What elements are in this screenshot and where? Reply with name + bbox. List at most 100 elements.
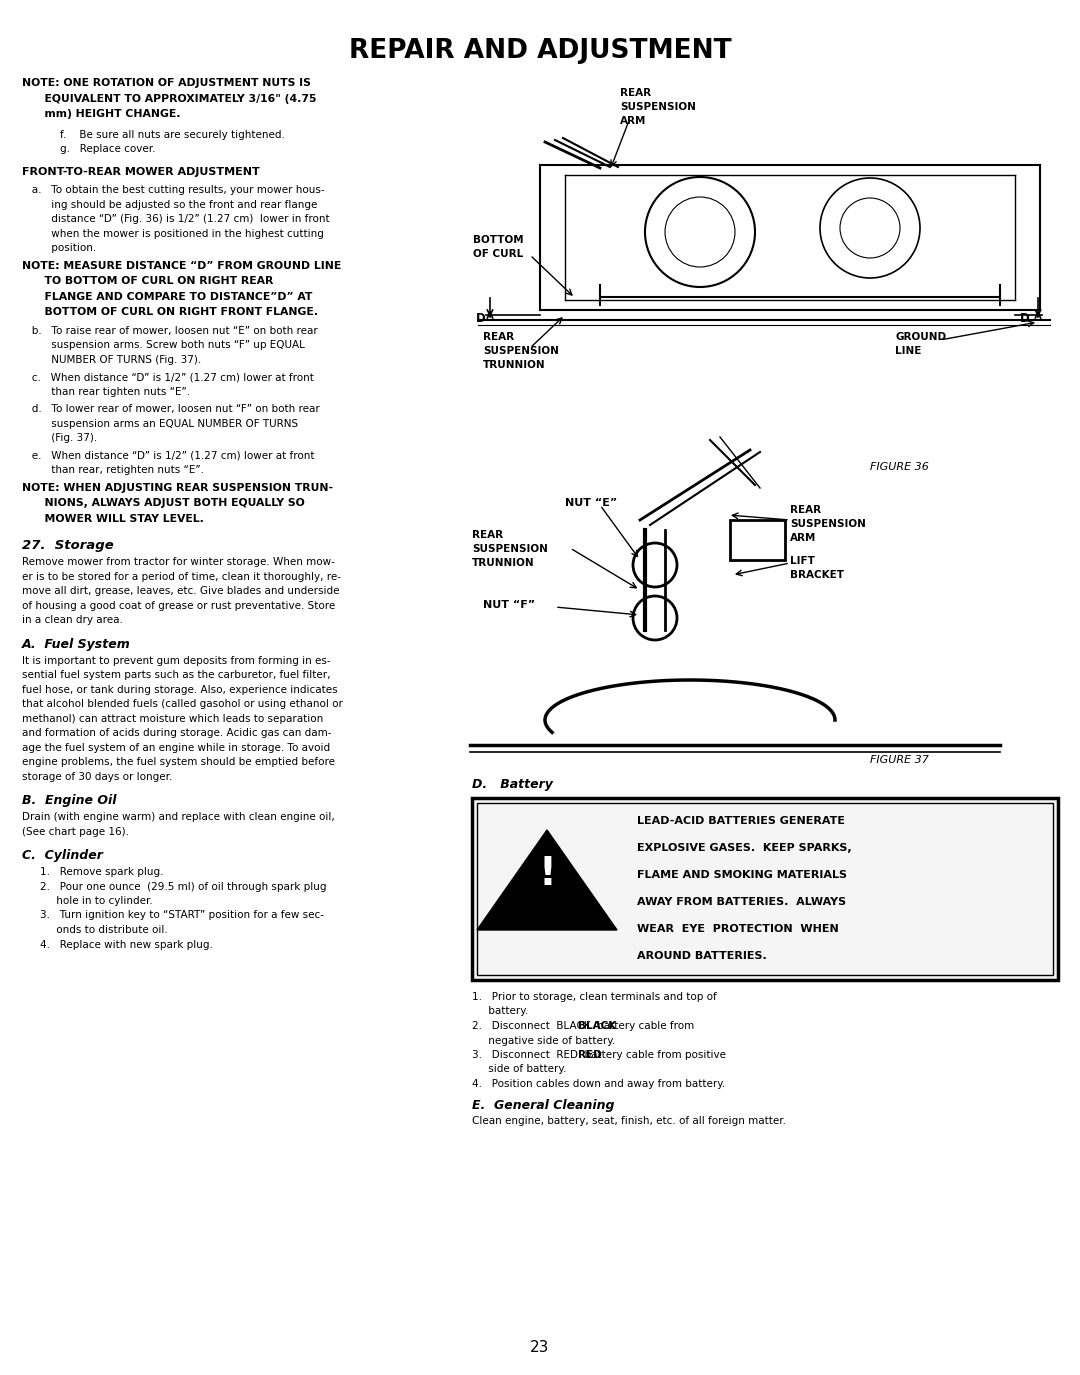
Text: NUMBER OF TURNS (Fig. 37).: NUMBER OF TURNS (Fig. 37). bbox=[22, 355, 201, 364]
Text: !: ! bbox=[538, 855, 556, 892]
Text: hole in to cylinder.: hole in to cylinder. bbox=[40, 896, 152, 906]
Text: onds to distribute oil.: onds to distribute oil. bbox=[40, 925, 167, 935]
Text: REAR: REAR bbox=[472, 529, 503, 540]
Text: methanol) can attract moisture which leads to separation: methanol) can attract moisture which lea… bbox=[22, 714, 323, 723]
Text: negative side of battery.: negative side of battery. bbox=[472, 1035, 616, 1045]
Text: g.   Replace cover.: g. Replace cover. bbox=[60, 144, 156, 154]
Text: NUT “E”: NUT “E” bbox=[565, 498, 618, 507]
Text: ARM: ARM bbox=[789, 534, 816, 543]
Text: mm) HEIGHT CHANGE.: mm) HEIGHT CHANGE. bbox=[22, 109, 180, 120]
Text: er is to be stored for a period of time, clean it thoroughly, re-: er is to be stored for a period of time,… bbox=[22, 572, 341, 582]
Text: c.   When distance “D” is 1/2” (1.27 cm) lower at front: c. When distance “D” is 1/2” (1.27 cm) l… bbox=[22, 373, 314, 382]
Bar bbox=[730, 520, 785, 560]
Text: RED: RED bbox=[578, 1050, 602, 1060]
Text: REAR: REAR bbox=[789, 505, 821, 516]
Text: FRONT-TO-REAR MOWER ADJUSTMENT: FRONT-TO-REAR MOWER ADJUSTMENT bbox=[22, 166, 260, 176]
Text: ARM: ARM bbox=[620, 116, 646, 126]
Text: ing should be adjusted so the front and rear flange: ing should be adjusted so the front and … bbox=[22, 199, 318, 209]
Text: d.   To lower rear of mower, loosen nut “F” on both rear: d. To lower rear of mower, loosen nut “F… bbox=[22, 404, 320, 414]
Text: (Fig. 37).: (Fig. 37). bbox=[22, 433, 97, 443]
Text: 2.   Pour one ounce  (29.5 ml) of oil through spark plug: 2. Pour one ounce (29.5 ml) of oil throu… bbox=[40, 881, 326, 891]
Text: sential fuel system parts such as the carburetor, fuel filter,: sential fuel system parts such as the ca… bbox=[22, 670, 330, 681]
Text: fuel hose, or tank during storage. Also, experience indicates: fuel hose, or tank during storage. Also,… bbox=[22, 685, 338, 694]
Text: REAR: REAR bbox=[620, 88, 651, 98]
Text: side of battery.: side of battery. bbox=[472, 1064, 566, 1074]
Text: NOTE: ONE ROTATION OF ADJUSTMENT NUTS IS: NOTE: ONE ROTATION OF ADJUSTMENT NUTS IS bbox=[22, 78, 311, 88]
Text: C.  Cylinder: C. Cylinder bbox=[22, 848, 103, 862]
Text: engine problems, the fuel system should be emptied before: engine problems, the fuel system should … bbox=[22, 758, 335, 767]
Text: b.   To raise rear of mower, loosen nut “E” on both rear: b. To raise rear of mower, loosen nut “E… bbox=[22, 326, 318, 336]
Text: NIONS, ALWAYS ADJUST BOTH EQUALLY SO: NIONS, ALWAYS ADJUST BOTH EQUALLY SO bbox=[22, 498, 305, 507]
Text: that alcohol blended fuels (called gasohol or using ethanol or: that alcohol blended fuels (called gasoh… bbox=[22, 698, 342, 710]
Text: FIGURE 36: FIGURE 36 bbox=[870, 462, 929, 472]
Text: E.  General Cleaning: E. General Cleaning bbox=[472, 1099, 615, 1111]
Text: than rear tighten nuts “E”.: than rear tighten nuts “E”. bbox=[22, 386, 190, 396]
Text: suspension arms an EQUAL NUMBER OF TURNS: suspension arms an EQUAL NUMBER OF TURNS bbox=[22, 418, 298, 429]
Text: D: D bbox=[476, 312, 486, 324]
Text: BRACKET: BRACKET bbox=[789, 571, 843, 580]
Text: BOTTOM OF CURL ON RIGHT FRONT FLANGE.: BOTTOM OF CURL ON RIGHT FRONT FLANGE. bbox=[22, 307, 318, 318]
Bar bbox=[477, 803, 1053, 975]
Text: age the fuel system of an engine while in storage. To avoid: age the fuel system of an engine while i… bbox=[22, 742, 330, 752]
Text: 1.   Remove spark plug.: 1. Remove spark plug. bbox=[40, 868, 163, 877]
Text: 4.   Replace with new spark plug.: 4. Replace with new spark plug. bbox=[40, 939, 213, 950]
Text: suspension arms. Screw both nuts “F” up EQUAL: suspension arms. Screw both nuts “F” up … bbox=[22, 340, 305, 351]
Text: AWAY FROM BATTERIES.  ALWAYS: AWAY FROM BATTERIES. ALWAYS bbox=[637, 896, 846, 908]
Text: than rear, retighten nuts “E”.: than rear, retighten nuts “E”. bbox=[22, 465, 204, 474]
Text: NOTE: MEASURE DISTANCE “D” FROM GROUND LINE: NOTE: MEASURE DISTANCE “D” FROM GROUND L… bbox=[22, 260, 341, 271]
Text: SUSPENSION: SUSPENSION bbox=[620, 102, 696, 111]
Text: WEAR  EYE  PROTECTION  WHEN: WEAR EYE PROTECTION WHEN bbox=[637, 924, 839, 934]
Text: when the mower is positioned in the highest cutting: when the mower is positioned in the high… bbox=[22, 228, 324, 238]
Text: OF CURL: OF CURL bbox=[473, 249, 523, 258]
Text: position.: position. bbox=[22, 243, 96, 253]
Text: FLAME AND SMOKING MATERIALS: FLAME AND SMOKING MATERIALS bbox=[637, 870, 847, 880]
Text: D.   Battery: D. Battery bbox=[472, 778, 553, 791]
Polygon shape bbox=[477, 830, 617, 930]
Text: distance “D” (Fig. 36) is 1/2” (1.27 cm)  lower in front: distance “D” (Fig. 36) is 1/2” (1.27 cm)… bbox=[22, 214, 329, 224]
Text: REAR: REAR bbox=[483, 331, 514, 342]
Text: BLACK: BLACK bbox=[578, 1022, 617, 1031]
Text: 1.   Prior to storage, clean terminals and top of: 1. Prior to storage, clean terminals and… bbox=[472, 991, 717, 1002]
Text: BOTTOM: BOTTOM bbox=[473, 235, 524, 245]
Text: move all dirt, grease, leaves, etc. Give blades and underside: move all dirt, grease, leaves, etc. Give… bbox=[22, 586, 339, 595]
Text: Drain (with engine warm) and replace with clean engine oil,: Drain (with engine warm) and replace wit… bbox=[22, 813, 335, 822]
Text: Remove mower from tractor for winter storage. When mow-: Remove mower from tractor for winter sto… bbox=[22, 557, 335, 566]
Text: NOTE: WHEN ADJUSTING REAR SUSPENSION TRUN-: NOTE: WHEN ADJUSTING REAR SUSPENSION TRU… bbox=[22, 483, 333, 492]
Text: It is important to prevent gum deposits from forming in es-: It is important to prevent gum deposits … bbox=[22, 656, 330, 666]
Text: 27.  Storage: 27. Storage bbox=[22, 539, 113, 551]
Text: FIGURE 37: FIGURE 37 bbox=[870, 755, 929, 765]
Text: and formation of acids during storage. Acidic gas can dam-: and formation of acids during storage. A… bbox=[22, 727, 332, 738]
Text: 2.   Disconnect  BLACK  battery cable from: 2. Disconnect BLACK battery cable from bbox=[472, 1022, 694, 1031]
Text: 3.   Disconnect  RED  battery cable from positive: 3. Disconnect RED battery cable from pos… bbox=[472, 1050, 726, 1060]
Text: REPAIR AND ADJUSTMENT: REPAIR AND ADJUSTMENT bbox=[349, 38, 731, 65]
Text: 3.   Turn ignition key to “START” position for a few sec-: 3. Turn ignition key to “START” position… bbox=[40, 910, 324, 920]
Text: in a clean dry area.: in a clean dry area. bbox=[22, 615, 123, 626]
Text: B.  Engine Oil: B. Engine Oil bbox=[22, 793, 117, 807]
Text: NUT “F”: NUT “F” bbox=[483, 600, 535, 610]
Text: battery.: battery. bbox=[472, 1006, 528, 1016]
Text: f.    Be sure all nuts are securely tightened.: f. Be sure all nuts are securely tighten… bbox=[60, 129, 285, 139]
Text: e.   When distance “D” is 1/2” (1.27 cm) lower at front: e. When distance “D” is 1/2” (1.27 cm) l… bbox=[22, 451, 314, 461]
Text: 23: 23 bbox=[530, 1341, 550, 1354]
Text: GROUND: GROUND bbox=[895, 331, 946, 342]
Text: LEAD-ACID BATTERIES GENERATE: LEAD-ACID BATTERIES GENERATE bbox=[637, 815, 845, 826]
Text: LINE: LINE bbox=[895, 346, 921, 356]
Text: storage of 30 days or longer.: storage of 30 days or longer. bbox=[22, 771, 173, 781]
Text: MOWER WILL STAY LEVEL.: MOWER WILL STAY LEVEL. bbox=[22, 513, 204, 524]
Text: FLANGE AND COMPARE TO DISTANCE”D” AT: FLANGE AND COMPARE TO DISTANCE”D” AT bbox=[22, 292, 312, 301]
Text: Clean engine, battery, seat, finish, etc. of all foreign matter.: Clean engine, battery, seat, finish, etc… bbox=[472, 1116, 786, 1126]
Text: A.  Fuel System: A. Fuel System bbox=[22, 638, 131, 650]
Text: 4.   Position cables down and away from battery.: 4. Position cables down and away from ba… bbox=[472, 1079, 726, 1089]
Text: TO BOTTOM OF CURL ON RIGHT REAR: TO BOTTOM OF CURL ON RIGHT REAR bbox=[22, 276, 273, 286]
Text: SUSPENSION: SUSPENSION bbox=[483, 346, 558, 356]
Text: TRUNNION: TRUNNION bbox=[483, 360, 545, 370]
Text: EXPLOSIVE GASES.  KEEP SPARKS,: EXPLOSIVE GASES. KEEP SPARKS, bbox=[637, 843, 852, 852]
Bar bbox=[472, 798, 1058, 980]
Text: SUSPENSION: SUSPENSION bbox=[789, 518, 866, 529]
Text: LIFT: LIFT bbox=[789, 556, 815, 566]
Text: SUSPENSION: SUSPENSION bbox=[472, 544, 548, 554]
Text: a.   To obtain the best cutting results, your mower hous-: a. To obtain the best cutting results, y… bbox=[22, 186, 325, 195]
Text: D: D bbox=[1020, 312, 1029, 324]
Text: AROUND BATTERIES.: AROUND BATTERIES. bbox=[637, 951, 767, 961]
Text: (See chart page 16).: (See chart page 16). bbox=[22, 826, 129, 836]
